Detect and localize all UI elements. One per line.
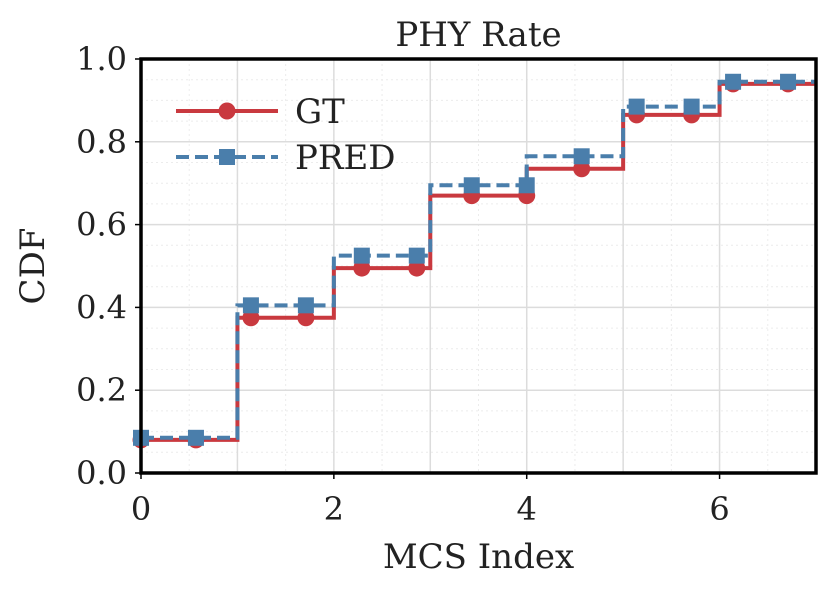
marker-pred: [628, 98, 645, 115]
y-tick-label: 1.0: [76, 40, 127, 78]
marker-pred: [780, 73, 797, 90]
marker-gt: [242, 309, 260, 327]
series-pred: [133, 73, 816, 446]
marker-pred: [297, 297, 314, 314]
x-tick-label: 0: [131, 490, 151, 528]
legend-label: GT: [295, 92, 345, 132]
series-layer: [132, 73, 816, 449]
y-tick-label: 0.6: [76, 206, 127, 244]
marker-pred: [725, 73, 742, 90]
marker-gt: [353, 259, 371, 277]
y-axis-label: CDF: [13, 228, 53, 305]
minor-grid: [140, 58, 817, 474]
marker-gt: [408, 259, 426, 277]
y-axis-ticks: 0.0 0.2 0.4 0.6 0.8 1.0: [76, 40, 141, 492]
marker-gt: [573, 160, 591, 178]
marker-pred: [573, 148, 590, 165]
legend-marker: [219, 149, 235, 165]
marker-pred: [242, 297, 259, 314]
marker-pred: [518, 177, 535, 194]
marker-pred: [187, 429, 204, 446]
y-tick-label: 0.8: [76, 123, 127, 161]
marker-pred: [408, 247, 425, 264]
marker-pred: [353, 247, 370, 264]
x-tick-label: 6: [709, 490, 729, 528]
x-axis-ticks: 0 2 4 6: [131, 473, 730, 528]
y-tick-label: 0.4: [76, 288, 127, 326]
marker-gt: [297, 309, 315, 327]
legend-marker: [218, 102, 236, 120]
chart-title: PHY Rate: [395, 15, 561, 55]
x-tick-label: 2: [324, 490, 344, 528]
y-tick-label: 0.2: [76, 371, 127, 409]
y-tick-label: 0.0: [76, 454, 127, 492]
legend-item-pred: PRED: [176, 138, 396, 178]
legend: GT PRED: [176, 92, 396, 178]
series-gt: [132, 75, 816, 449]
series-line-gt: [141, 81, 816, 442]
marker-pred: [683, 98, 700, 115]
x-axis-label: MCS Index: [383, 537, 574, 577]
legend-label: PRED: [295, 138, 396, 178]
plot-frame: [139, 57, 818, 475]
marker-pred: [463, 177, 480, 194]
x-tick-label: 4: [517, 490, 537, 528]
legend-item-gt: GT: [176, 92, 345, 132]
